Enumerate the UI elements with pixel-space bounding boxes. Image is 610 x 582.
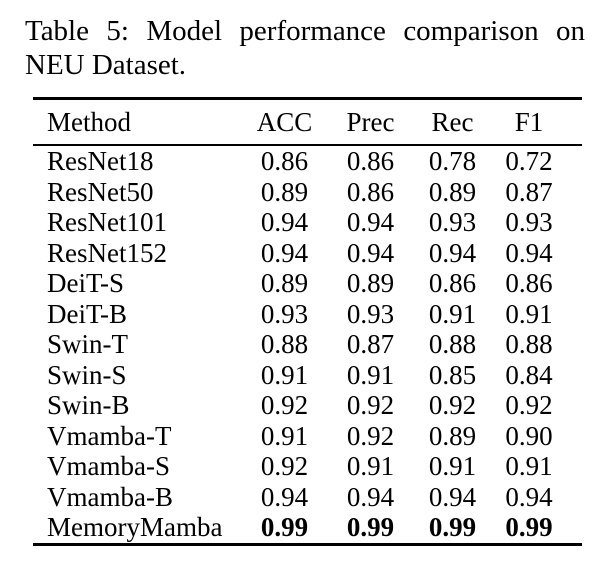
table-row: Swin-B 0.92 0.92 0.92 0.92 xyxy=(33,390,582,421)
f1-cell: 0.94 xyxy=(505,481,553,512)
table-row: Swin-T 0.88 0.87 0.88 0.88 xyxy=(33,329,582,360)
results-table: Method ACC Prec Rec F1 ResNet18 0.86 0.8… xyxy=(33,97,582,546)
rec-cell: 0.86 xyxy=(428,268,477,298)
table-row: DeiT-B 0.93 0.93 0.91 0.91 xyxy=(33,299,582,330)
acc-cell: 0.92 xyxy=(260,390,309,420)
method-cell: ResNet152 xyxy=(47,237,167,268)
table-caption: Table 5: Model performance comparison on… xyxy=(25,14,585,82)
method-cell: ResNet18 xyxy=(47,146,154,176)
method-cell: Vmamba-B xyxy=(47,481,173,512)
table-row: MemoryMamba 0.99 0.99 0.99 0.99 xyxy=(33,512,582,544)
method-cell: Vmamba-T xyxy=(47,420,172,451)
prec-cell: 0.91 xyxy=(346,359,395,390)
method-cell: Swin-B xyxy=(47,390,130,420)
f1-cell: 0.86 xyxy=(505,268,553,298)
acc-cell: 0.91 xyxy=(260,359,309,390)
table-row: ResNet50 0.89 0.86 0.89 0.87 xyxy=(33,177,582,208)
header-row: Method ACC Prec Rec F1 xyxy=(33,98,582,146)
table-row: ResNet101 0.94 0.94 0.93 0.93 xyxy=(33,207,582,238)
method-cell: ResNet101 xyxy=(47,207,167,237)
rec-cell: 0.91 xyxy=(428,451,477,481)
rec-cell: 0.78 xyxy=(428,146,477,176)
prec-cell: 0.86 xyxy=(346,176,395,207)
prec-cell: 0.91 xyxy=(346,451,395,481)
f1-cell: 0.90 xyxy=(505,420,553,451)
prec-cell: 0.87 xyxy=(346,329,395,359)
rec-cell: 0.94 xyxy=(428,481,477,512)
table-row: Vmamba-S 0.92 0.91 0.91 0.91 xyxy=(33,451,582,482)
f1-cell: 0.99 xyxy=(505,512,553,542)
acc-cell: 0.86 xyxy=(260,146,309,176)
acc-cell: 0.94 xyxy=(260,207,309,237)
rec-cell: 0.94 xyxy=(428,237,477,268)
acc-cell: 0.94 xyxy=(260,481,309,512)
acc-cell: 0.88 xyxy=(260,329,309,359)
caption-line-1: Table 5: Model performance comparison on xyxy=(25,15,585,47)
method-cell: DeiT-S xyxy=(47,268,125,298)
rec-cell: 0.92 xyxy=(428,390,477,420)
rec-cell: 0.91 xyxy=(428,298,477,329)
rec-cell: 0.99 xyxy=(428,512,477,542)
header-method: Method xyxy=(33,98,241,146)
header-prec: Prec xyxy=(328,98,413,146)
prec-cell: 0.94 xyxy=(346,237,395,268)
prec-cell: 0.92 xyxy=(346,390,395,420)
f1-cell: 0.92 xyxy=(505,390,553,420)
f1-cell: 0.88 xyxy=(505,329,553,359)
acc-cell: 0.94 xyxy=(260,237,309,268)
acc-cell: 0.99 xyxy=(260,512,309,542)
method-cell: Swin-S xyxy=(47,359,127,390)
rec-cell: 0.85 xyxy=(428,359,477,390)
table-row: ResNet152 0.94 0.94 0.94 0.94 xyxy=(33,238,582,269)
prec-cell: 0.92 xyxy=(346,420,395,451)
f1-cell: 0.91 xyxy=(505,298,553,329)
prec-cell: 0.93 xyxy=(346,298,395,329)
header-acc: ACC xyxy=(241,98,328,146)
prec-cell: 0.99 xyxy=(346,512,395,542)
f1-cell: 0.84 xyxy=(505,359,553,390)
prec-cell: 0.89 xyxy=(346,268,395,298)
method-cell: Vmamba-S xyxy=(47,451,170,481)
rec-cell: 0.88 xyxy=(428,329,477,359)
header-f1: F1 xyxy=(492,98,582,146)
acc-cell: 0.89 xyxy=(260,176,309,207)
acc-cell: 0.93 xyxy=(260,298,309,329)
rec-cell: 0.89 xyxy=(428,176,477,207)
table-header: Method ACC Prec Rec F1 xyxy=(33,98,582,146)
method-cell: Swin-T xyxy=(47,329,128,359)
acc-cell: 0.91 xyxy=(260,420,309,451)
method-cell: MemoryMamba xyxy=(47,512,223,542)
method-cell: DeiT-B xyxy=(47,298,127,329)
acc-cell: 0.92 xyxy=(260,451,309,481)
method-cell: ResNet50 xyxy=(47,176,154,207)
prec-cell: 0.94 xyxy=(346,207,395,237)
paper-page: Table 5: Model performance comparison on… xyxy=(0,14,610,582)
prec-cell: 0.94 xyxy=(346,481,395,512)
f1-cell: 0.91 xyxy=(505,451,553,481)
table-row: ResNet18 0.86 0.86 0.78 0.72 xyxy=(33,145,582,177)
table-row: Vmamba-B 0.94 0.94 0.94 0.94 xyxy=(33,482,582,513)
table-row: Vmamba-T 0.91 0.92 0.89 0.90 xyxy=(33,421,582,452)
table-row: DeiT-S 0.89 0.89 0.86 0.86 xyxy=(33,268,582,299)
rec-cell: 0.89 xyxy=(428,420,477,451)
table-row: Swin-S 0.91 0.91 0.85 0.84 xyxy=(33,360,582,391)
f1-cell: 0.72 xyxy=(505,146,553,176)
table-body: ResNet18 0.86 0.86 0.78 0.72 ResNet50 0.… xyxy=(33,145,582,544)
f1-cell: 0.94 xyxy=(505,237,553,268)
f1-cell: 0.93 xyxy=(505,207,553,237)
prec-cell: 0.86 xyxy=(346,146,395,176)
acc-cell: 0.89 xyxy=(260,268,309,298)
caption-line-2: NEU Dataset. xyxy=(25,49,187,81)
f1-cell: 0.87 xyxy=(505,176,553,207)
rec-cell: 0.93 xyxy=(428,207,477,237)
header-rec: Rec xyxy=(413,98,492,146)
